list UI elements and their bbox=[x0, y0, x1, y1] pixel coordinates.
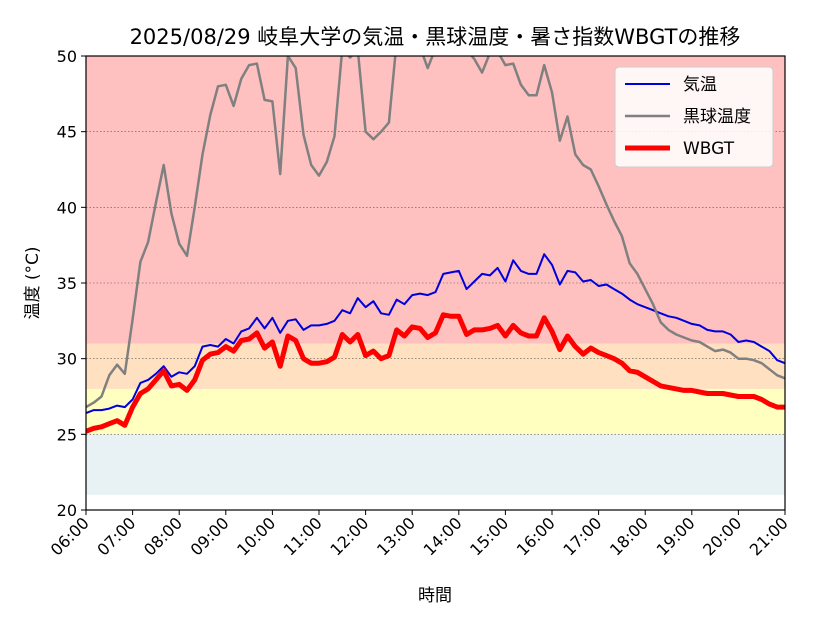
series-line-2 bbox=[86, 312, 785, 434]
x-tick-label: 19:00 bbox=[653, 513, 699, 559]
x-tick-label: 09:00 bbox=[187, 513, 233, 559]
x-tick-label: 07:00 bbox=[93, 513, 139, 559]
x-axis-label: 時間 bbox=[418, 586, 452, 606]
x-tick-label: 08:00 bbox=[140, 513, 186, 559]
y-tick-label: 25 bbox=[57, 425, 77, 444]
y-tick-label: 40 bbox=[57, 198, 77, 217]
series-line-0 bbox=[86, 253, 785, 415]
y-axis: 20 25 30 35 40 45 50 bbox=[57, 47, 86, 520]
y-tick-label: 30 bbox=[57, 350, 77, 369]
series-line-1 bbox=[86, 56, 785, 409]
x-tick-label: 18:00 bbox=[606, 513, 652, 559]
x-tick-label: 06:00 bbox=[47, 513, 93, 559]
chart-title: 2025/08/29 岐阜大学の気温・黒球温度・暑さ指数WBGTの推移 bbox=[130, 25, 741, 49]
series-lines bbox=[86, 56, 785, 434]
x-tick-label: 20:00 bbox=[699, 513, 745, 559]
band-0 bbox=[86, 434, 785, 495]
x-tick-label: 17:00 bbox=[559, 513, 605, 559]
x-tick-label: 12:00 bbox=[326, 513, 372, 559]
legend-frame bbox=[614, 66, 774, 168]
x-tick-label: 14:00 bbox=[420, 513, 466, 559]
x-tick-label: 10:00 bbox=[233, 513, 279, 559]
x-tick-label: 11:00 bbox=[280, 513, 326, 559]
legend-label-air-temp: 気温 bbox=[683, 75, 717, 95]
y-tick-label: 35 bbox=[57, 274, 77, 293]
band-1 bbox=[86, 388, 785, 435]
x-tick-label: 13:00 bbox=[373, 513, 419, 559]
legend: 気温 黒球温度 WBGT bbox=[614, 66, 774, 168]
x-tick-label: 15:00 bbox=[466, 513, 512, 559]
x-tick-label: 21:00 bbox=[746, 513, 792, 559]
x-tick-label: 16:00 bbox=[513, 513, 559, 559]
x-axis: 06:00 07:00 08:00 09:00 10:00 11:00 12:00 13:00… bbox=[47, 510, 792, 559]
y-tick-label: 20 bbox=[57, 501, 77, 520]
y-tick-label: 45 bbox=[57, 123, 77, 142]
y-tick-label: 50 bbox=[57, 47, 77, 66]
y-axis-label: 温度 (°C) bbox=[23, 246, 43, 319]
legend-label-globe-temp: 黒球温度 bbox=[683, 107, 751, 127]
legend-label-wbgt: WBGT bbox=[683, 139, 735, 159]
